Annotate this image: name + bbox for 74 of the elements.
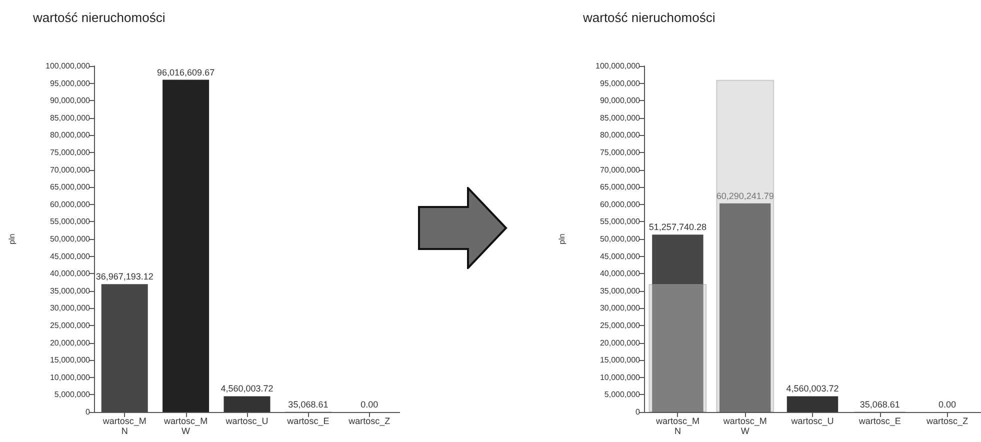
- y-tick-label: 30,000,000: [600, 304, 641, 313]
- y-tick-label: 100,000,000: [596, 62, 641, 70]
- y-tick-label: 70,000,000: [600, 165, 641, 174]
- y-tick-label: 35,000,000: [600, 286, 641, 296]
- data-label: 36,967,193.12: [96, 272, 154, 282]
- x-tick-label: wartosc_MN: [654, 416, 700, 436]
- y-tick-label: 80,000,000: [50, 130, 91, 140]
- y-tick-label: 5,000,000: [54, 390, 91, 400]
- y-tick-label: 55,000,000: [50, 217, 91, 226]
- y-tick-label: 10,000,000: [50, 372, 91, 382]
- y-tick-label: 15,000,000: [50, 356, 91, 365]
- y-tick-label: 100,000,000: [46, 62, 91, 70]
- data-label: 60,290,241.79: [716, 190, 774, 201]
- y-tick-label: 35,000,000: [50, 286, 91, 296]
- y-tick-label: 25,000,000: [600, 321, 641, 330]
- x-tick-label: wartosc_MW: [163, 416, 208, 436]
- data-label: 35,068.61: [860, 399, 900, 410]
- y-tick-label: 20,000,000: [50, 338, 91, 348]
- y-tick-label: 0: [636, 408, 641, 416]
- bar: [786, 396, 838, 412]
- bar: [648, 284, 707, 412]
- y-axis-title: pln: [558, 234, 566, 244]
- y-tick-label: 55,000,000: [600, 217, 641, 226]
- y-tick-label: 5,000,000: [604, 390, 641, 400]
- bar: [224, 396, 270, 412]
- y-axis-title: pln: [8, 234, 16, 244]
- y-tick-label: 50,000,000: [50, 234, 91, 244]
- data-label: 51,257,740.28: [648, 222, 706, 232]
- y-tick-label: 80,000,000: [600, 130, 641, 140]
- x-tick-label: wartosc_Z: [926, 416, 969, 426]
- y-tick-label: 40,000,000: [50, 269, 91, 278]
- y-tick-label: 15,000,000: [600, 356, 641, 365]
- y-tick-label: 25,000,000: [50, 321, 91, 330]
- data-label: 96,016,609.67: [157, 67, 215, 78]
- x-tick-label: wartosc_U: [224, 416, 268, 426]
- y-tick-label: 70,000,000: [50, 165, 91, 174]
- y-tick-label: 50,000,000: [600, 234, 641, 244]
- y-tick-label: 60,000,000: [50, 200, 91, 209]
- x-tick-label: wartosc_MN: [102, 416, 146, 436]
- bar: [101, 284, 148, 412]
- y-tick-label: 60,000,000: [600, 200, 641, 209]
- y-tick-label: 95,000,000: [50, 78, 91, 88]
- y-tick-label: 40,000,000: [600, 269, 641, 278]
- x-tick-label: wartosc_E: [286, 416, 330, 426]
- y-tick-label: 20,000,000: [600, 338, 641, 348]
- y-tick-label: 90,000,000: [50, 96, 91, 106]
- y-tick-label: 85,000,000: [600, 113, 641, 122]
- data-label: 0.00: [360, 400, 378, 410]
- chart-title: wartość nieruchomości: [582, 10, 716, 25]
- y-tick-label: 85,000,000: [50, 113, 91, 122]
- bar: [162, 80, 210, 412]
- y-tick-label: 0: [86, 408, 91, 416]
- y-tick-label: 65,000,000: [600, 182, 641, 192]
- x-tick-label: wartosc_MW: [722, 416, 767, 436]
- y-tick-label: 75,000,000: [50, 148, 91, 157]
- x-tick-label: wartosc_U: [790, 416, 834, 426]
- data-label: 4,560,003.72: [786, 384, 839, 394]
- y-tick-label: 65,000,000: [50, 182, 91, 192]
- bar: [719, 203, 771, 412]
- y-tick-label: 75,000,000: [600, 148, 641, 157]
- y-tick-label: 95,000,000: [600, 78, 641, 88]
- chart-title: wartość nieruchomości: [32, 10, 166, 25]
- y-tick-label: 45,000,000: [600, 252, 641, 261]
- data-label: 4,560,003.72: [220, 384, 274, 394]
- y-tick-label: 90,000,000: [600, 96, 641, 106]
- y-tick-label: 45,000,000: [50, 252, 91, 261]
- x-tick-label: wartosc_E: [858, 416, 901, 426]
- bar: [716, 80, 774, 412]
- data-label: 35,068.61: [288, 399, 328, 410]
- y-tick-label: 10,000,000: [600, 372, 641, 382]
- x-tick-label: wartosc_Z: [348, 416, 391, 426]
- bar: [652, 234, 704, 412]
- y-tick-label: 30,000,000: [50, 304, 91, 313]
- data-label: 0.00: [938, 400, 956, 410]
